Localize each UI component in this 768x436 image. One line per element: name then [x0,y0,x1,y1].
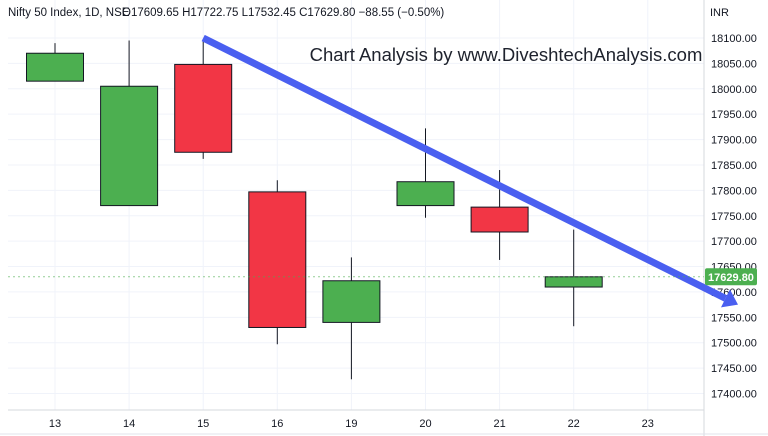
y-tick-label: 17850.00 [711,160,757,172]
candle-body [174,63,233,153]
x-tick-label: 13 [49,418,61,430]
y-tick-label: 18000.00 [711,84,757,96]
x-tick-label: 15 [197,418,209,430]
y-tick-label: 17950.00 [711,109,757,121]
candle-21[interactable] [470,170,529,260]
y-tick-label: 17900.00 [711,135,757,147]
x-tick-label: 19 [345,418,357,430]
y-tick-label: 17550.00 [711,312,757,324]
ohlc-readout: O17609.65 H17722.75 L17532.45 C17629.80 … [122,7,444,19]
x-tick-label: 16 [271,418,283,430]
symbol-header: Nifty 50 Index, 1D, NSE [8,7,130,19]
candle-20[interactable] [396,128,455,218]
last-price-badge [705,268,757,286]
candles [26,39,603,380]
x-tick-label: 23 [642,418,654,430]
x-tick-label: 20 [419,418,431,430]
candle-body [544,276,603,288]
y-tick-label: 17800.00 [711,185,757,197]
x-tick-label: 22 [568,418,580,430]
candle-body [26,52,84,82]
y-tick-label: 18100.00 [711,33,757,45]
y-tick-label: 17400.00 [711,389,757,401]
y-tick-label: 17450.00 [711,363,757,375]
candle-13[interactable] [26,43,84,82]
candle-body [396,181,455,207]
y-axis-ticks: 17400.0017450.0017500.0017550.0017600.00… [711,33,757,401]
y-tick-label: 17750.00 [711,211,757,223]
y-tick-label: 17500.00 [711,338,757,350]
candle-19[interactable] [322,257,381,380]
candle-15[interactable] [174,39,233,159]
candle-body [322,280,381,323]
y-tick-label: 18050.00 [711,58,757,70]
x-tick-label: 21 [493,418,505,430]
candle-body [248,191,307,328]
x-axis-ticks: 13 14 15 16 19 20 21 22 23 [49,418,654,430]
watermark-text: Chart Analysis by www.DiveshtechAnalysis… [310,44,703,65]
trendline-shaft [201,34,728,302]
candle-body [470,206,529,233]
last-price-marker: 17629.80 [8,268,757,286]
candle-14[interactable] [100,40,159,207]
y-tick-label: 17700.00 [711,236,757,248]
trendline [201,34,738,308]
x-tick-label: 14 [123,418,135,430]
candle-body [100,85,159,207]
currency-label: INR [710,7,729,19]
trendline-arrowhead [721,289,738,308]
candle-16[interactable] [248,180,307,345]
last-price-value: 17629.80 [708,272,754,284]
